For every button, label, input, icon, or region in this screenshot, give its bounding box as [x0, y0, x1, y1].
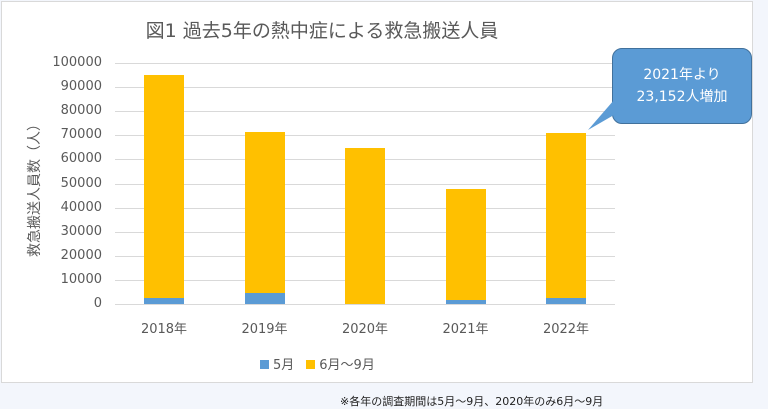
legend-swatch-icon [306, 360, 316, 369]
gridline [115, 111, 615, 113]
callout-annotation: 2021年より 23,152人増加 [612, 48, 752, 124]
y-tick: 20000 [60, 247, 102, 263]
callout-pointer-icon [588, 100, 626, 130]
bar-segment [144, 74, 184, 299]
x-tick: 2022年 [542, 322, 590, 337]
y-tick: 0 [93, 296, 102, 311]
y-tick: 40000 [60, 199, 102, 215]
y-tick: 100000 [52, 55, 102, 70]
bar-segment [445, 188, 486, 301]
chart-title: 図1 過去5年の熱中症による救急搬送人員 [145, 20, 499, 42]
y-tick: 90000 [60, 79, 102, 95]
y-tick: 80000 [60, 103, 102, 119]
legend-item-may: 5月 [260, 354, 294, 373]
bar-segment [144, 298, 184, 304]
legend: 5月 6月～9月 [260, 354, 375, 373]
bar-segment [445, 300, 486, 304]
x-tick: 2019年 [241, 322, 288, 337]
y-tick: 30000 [60, 223, 102, 239]
bar-segment [244, 293, 285, 304]
legend-swatch-icon [260, 360, 269, 369]
footnote: ※各年の調査期間は5月～9月、2020年のみ6月～9月 [340, 395, 604, 408]
legend-item-jun-sep: 6月～9月 [306, 354, 375, 373]
callout-line1: 2021年より [643, 67, 721, 83]
gridline [115, 87, 615, 89]
callout-line2: 23,152人増加 [636, 89, 728, 105]
y-tick: 60000 [60, 151, 102, 167]
gridline [115, 304, 615, 305]
gridline [115, 63, 615, 64]
y-axis-label: 救急搬送人員数（人） [27, 117, 43, 257]
x-tick: 2021年 [442, 322, 489, 337]
gridline [115, 135, 615, 137]
y-tick: 70000 [60, 127, 102, 143]
x-tick: 2018年 [140, 322, 188, 337]
bar-segment [244, 132, 285, 294]
bar-segment [546, 297, 586, 304]
x-tick: 2020年 [341, 322, 389, 337]
bar-segment [345, 147, 385, 304]
y-tick: 50000 [60, 175, 102, 191]
y-tick: 10000 [60, 271, 102, 287]
bar-segment [546, 132, 586, 298]
